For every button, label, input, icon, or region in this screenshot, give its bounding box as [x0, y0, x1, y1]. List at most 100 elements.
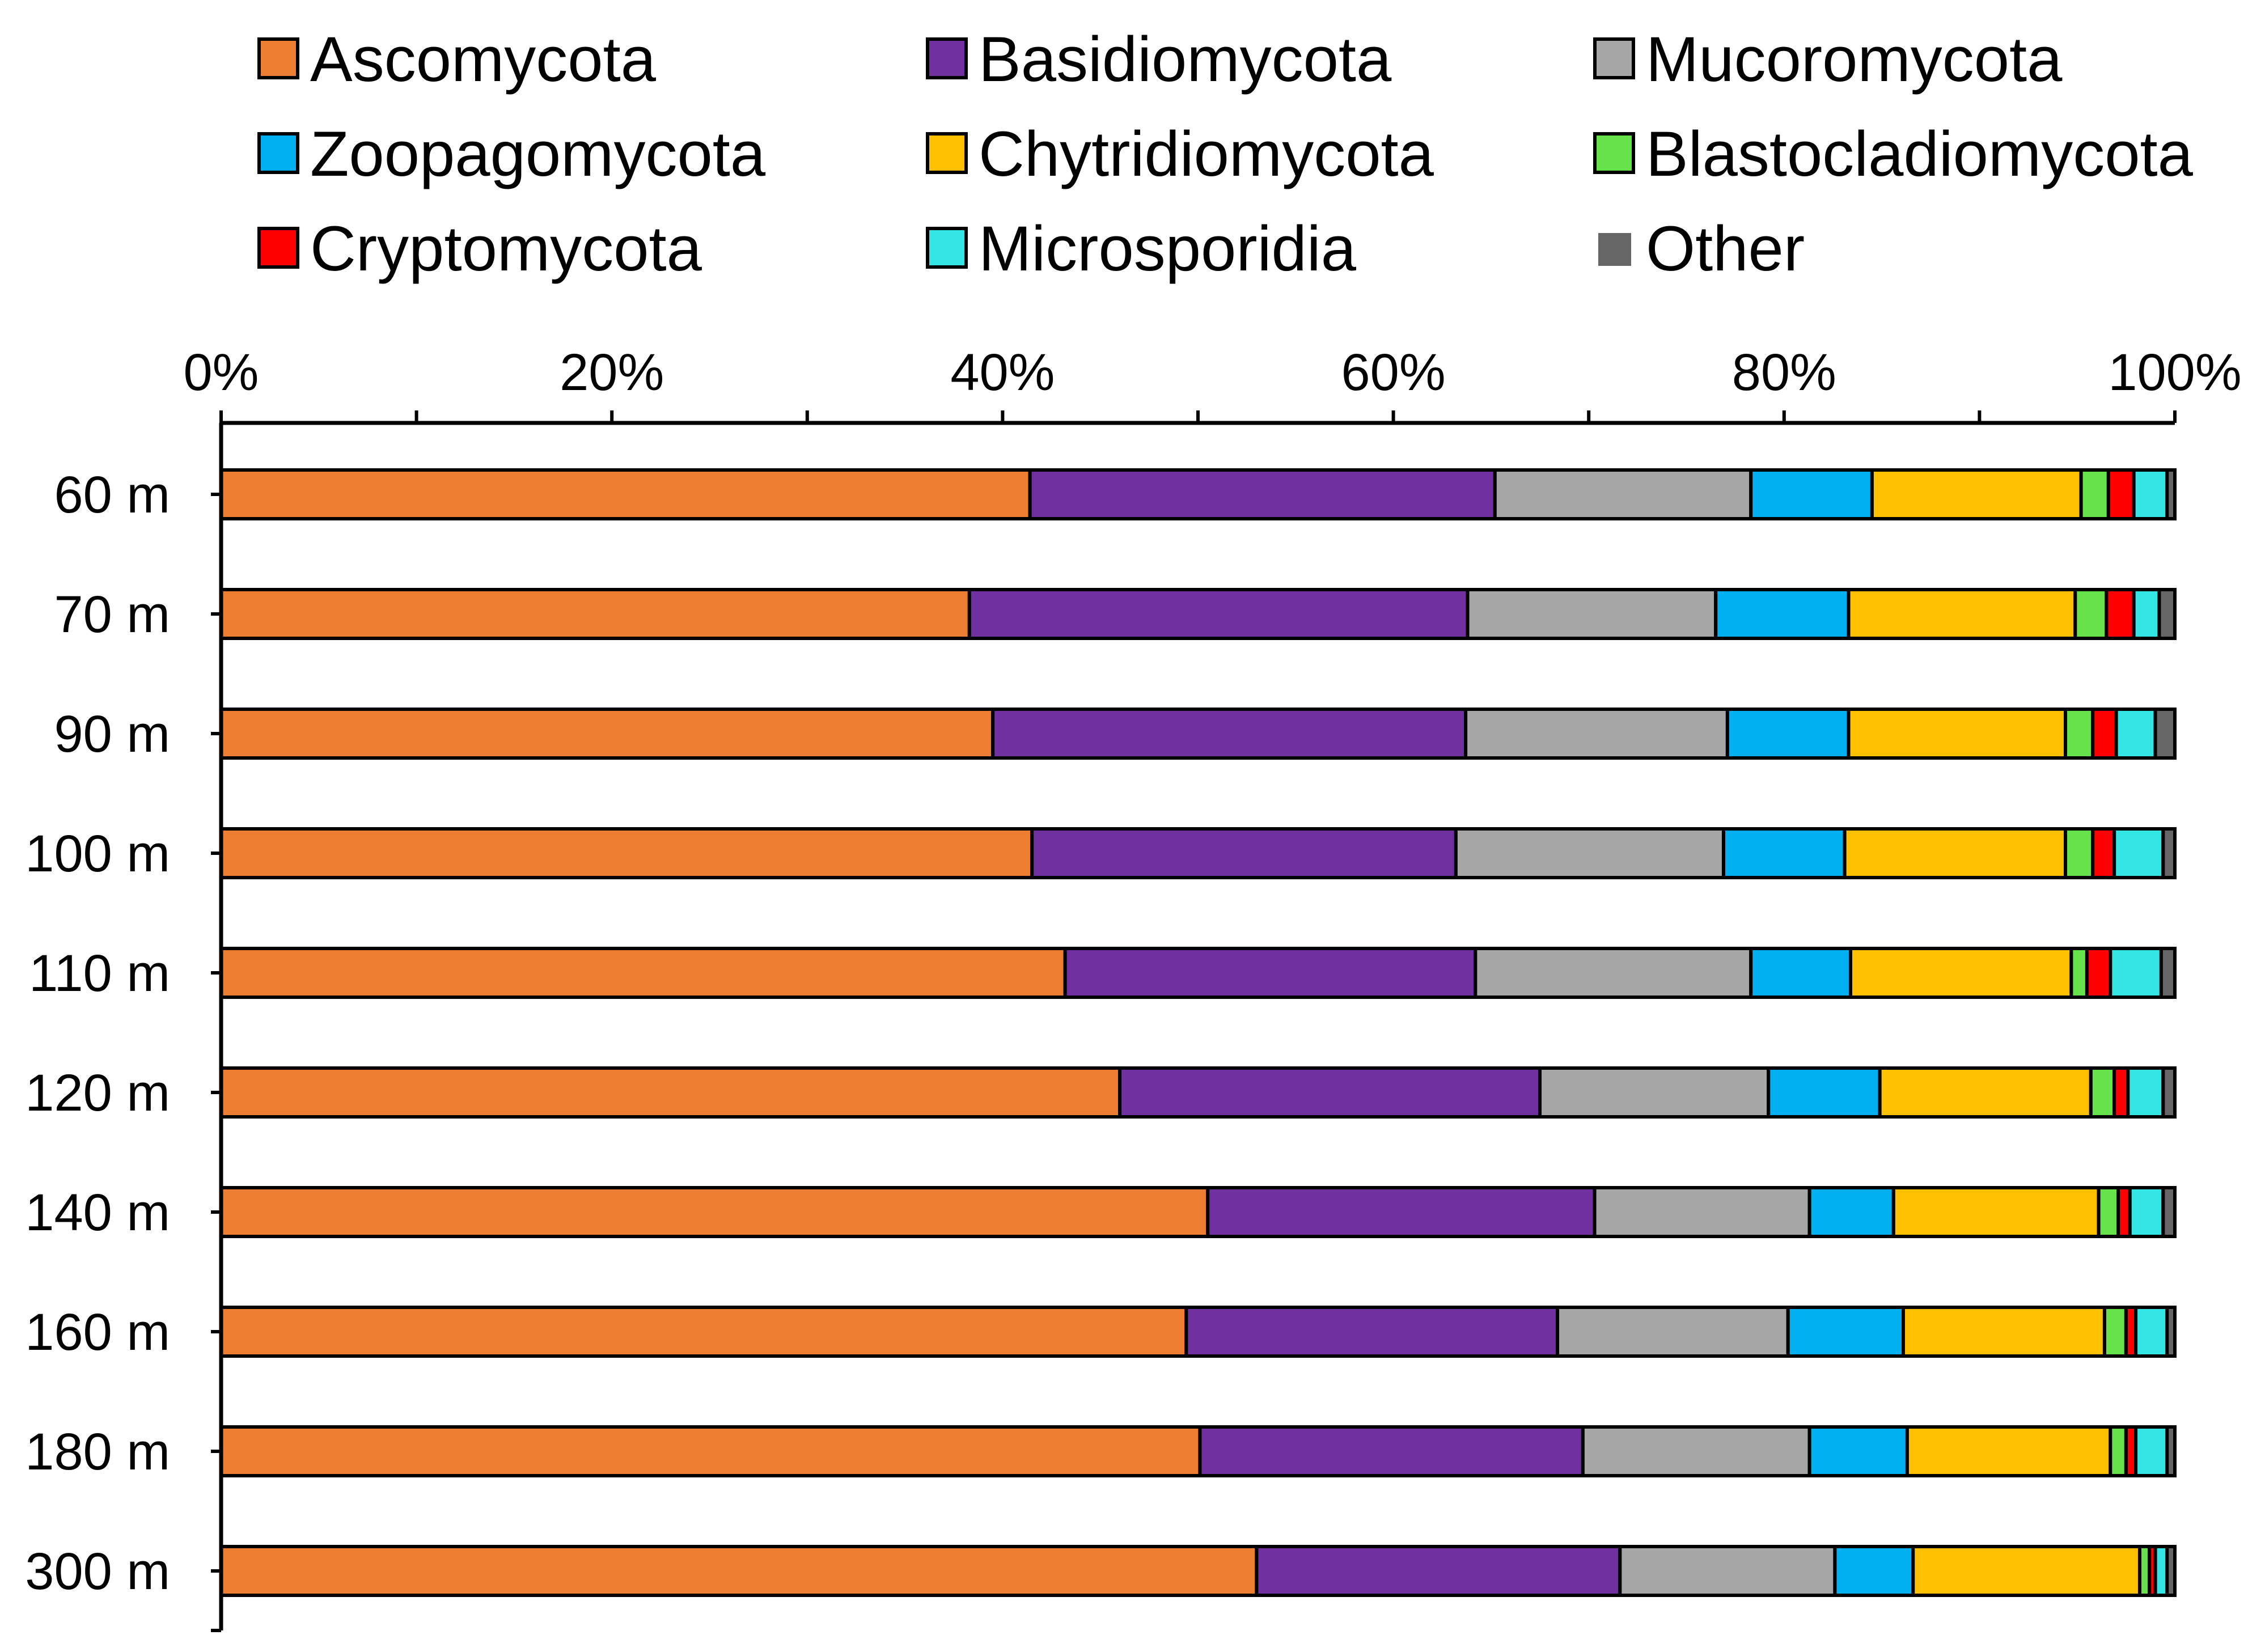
category-label: 60 m — [54, 466, 170, 524]
bar-segment-chytridiomycota — [1843, 827, 2068, 879]
bar-segment-chytridiomycota — [1878, 1066, 2093, 1119]
bar-segment-cryptomycota — [2085, 947, 2112, 999]
legend-item-ascomycota: Ascomycota — [257, 24, 657, 95]
legend-item-cryptomycota: Cryptomycota — [257, 213, 702, 284]
bar-segment-ascomycota — [219, 1306, 1188, 1358]
bars — [219, 468, 2177, 1597]
bar-segment-zoopagomycota — [1749, 468, 1874, 520]
legend-label-blastocladiomycota: Blastocladiomycota — [1646, 118, 2194, 189]
bar-segment-mucoromycota — [1493, 468, 1753, 520]
bar-segment-ascomycota — [219, 1066, 1122, 1119]
bar-segment-chytridiomycota — [1891, 1186, 2101, 1238]
legend-swatch-cryptomycota — [257, 227, 299, 269]
legend-label-other: Other — [1646, 213, 1805, 284]
bar-segment-basidiomycota — [1118, 1066, 1542, 1119]
bar-segment-microsporidia — [2126, 1066, 2165, 1119]
bar-segment-ascomycota — [219, 1545, 1259, 1597]
bar-segment-basidiomycota — [1030, 827, 1458, 879]
bar-segment-basidiomycota — [1063, 947, 1477, 999]
legend-swatch-chytridiomycota — [926, 132, 968, 174]
legend-swatch-basidiomycota — [926, 37, 968, 79]
bar-segment-blastocladiomycota — [2073, 588, 2109, 640]
bar-segment-other — [2161, 1066, 2177, 1119]
category-label: 100 m — [25, 825, 170, 883]
bar-segment-cryptomycota — [2091, 708, 2118, 760]
legend: Ascomycota Basidiomycota Mucoromycota Zoopa… — [257, 24, 2194, 284]
bar-segment-microsporidia — [2134, 1425, 2169, 1477]
bar-segment-mucoromycota — [1454, 827, 1725, 879]
bar-group-70-m — [219, 588, 2177, 640]
bar-segment-zoopagomycota — [1749, 947, 1852, 999]
bar-group-110-m — [219, 947, 2177, 999]
category-label: 160 m — [25, 1303, 170, 1361]
bar-segment-zoopagomycota — [1714, 588, 1851, 640]
bar-segment-mucoromycota — [1474, 947, 1753, 999]
category-label: 110 m — [29, 944, 170, 1002]
x-tick-label: 0% — [184, 344, 259, 401]
bar-segment-microsporidia — [2153, 1545, 2169, 1597]
bar-segment-other — [2161, 827, 2177, 879]
bar-segment-basidiomycota — [1184, 1306, 1560, 1358]
bar-segment-microsporidia — [2128, 1186, 2165, 1238]
bar-segment-microsporidia — [2134, 1306, 2169, 1358]
bar-segment-ascomycota — [219, 947, 1067, 999]
bar-segment-mucoromycota — [1464, 708, 1729, 760]
x-tick-label: 100% — [2108, 344, 2241, 401]
bar-segment-blastocladiomycota — [2102, 1306, 2128, 1358]
bar-segment-other — [2165, 1545, 2177, 1597]
x-tick-label: 60% — [1341, 344, 1446, 401]
bar-segment-ascomycota — [219, 708, 995, 760]
bar-group-180-m — [219, 1425, 2177, 1477]
bar-segment-basidiomycota — [1198, 1425, 1585, 1477]
legend-item-basidiomycota: Basidiomycota — [926, 24, 1392, 95]
bar-segment-mucoromycota — [1466, 588, 1718, 640]
legend-swatch-other — [1598, 233, 1631, 266]
bar-segment-zoopagomycota — [1725, 708, 1851, 760]
bar-segment-mucoromycota — [1556, 1306, 1790, 1358]
bar-group-100-m — [219, 827, 2177, 879]
bar-segment-microsporidia — [2132, 468, 2169, 520]
legend-item-zoopagomycota: Zoopagomycota — [257, 118, 766, 189]
bar-segment-other — [2165, 1306, 2177, 1358]
category-label: 90 m — [54, 705, 170, 763]
bar-segment-blastocladiomycota — [2109, 1425, 2128, 1477]
bar-segment-ascomycota — [219, 1186, 1210, 1238]
bar-segment-blastocladiomycota — [2097, 1186, 2120, 1238]
bar-segment-zoopagomycota — [1833, 1545, 1915, 1597]
legend-label-basidiomycota: Basidiomycota — [979, 24, 1392, 95]
category-label: 70 m — [54, 586, 170, 643]
x-axis: 0% 20% 40% 60% 80% 100% — [184, 344, 2242, 425]
bar-group-60-m — [219, 468, 2177, 520]
bar-segment-chytridiomycota — [1847, 588, 2077, 640]
bar-segment-other — [2153, 708, 2177, 760]
bar-segment-other — [2159, 947, 2177, 999]
legend-swatch-blastocladiomycota — [1593, 132, 1635, 174]
category-label: 300 m — [25, 1543, 170, 1600]
bar-group-140-m — [219, 1186, 2177, 1238]
bar-segment-blastocladiomycota — [2089, 1066, 2116, 1119]
bar-segment-chytridiomycota — [1847, 708, 2068, 760]
bar-segment-cryptomycota — [2106, 468, 2136, 520]
bar-segment-ascomycota — [219, 1425, 1202, 1477]
legend-swatch-microsporidia — [926, 227, 968, 269]
legend-label-microsporidia: Microsporidia — [979, 213, 1357, 284]
bar-segment-zoopagomycota — [1807, 1425, 1909, 1477]
bar-segment-basidiomycota — [1206, 1186, 1597, 1238]
legend-item-other: Other — [1598, 213, 1805, 284]
bar-segment-other — [2165, 468, 2177, 520]
bar-segment-chytridiomycota — [1905, 1425, 2112, 1477]
legend-swatch-ascomycota — [257, 37, 299, 79]
category-label: 140 m — [25, 1184, 170, 1242]
bar-segment-microsporidia — [2112, 827, 2165, 879]
category-label: 180 m — [25, 1423, 170, 1481]
bar-segment-blastocladiomycota — [2064, 708, 2095, 760]
legend-item-microsporidia: Microsporidia — [926, 213, 1357, 284]
bar-segment-cryptomycota — [2105, 588, 2136, 640]
bar-segment-zoopagomycota — [1807, 1186, 1895, 1238]
legend-label-mucoromycota: Mucoromycota — [1646, 24, 2063, 95]
bar-segment-cryptomycota — [2116, 1186, 2132, 1238]
bar-segment-mucoromycota — [1618, 1545, 1837, 1597]
legend-swatch-zoopagomycota — [257, 132, 299, 174]
x-tick-label: 40% — [950, 344, 1055, 401]
bar-segment-chytridiomycota — [1848, 947, 2073, 999]
